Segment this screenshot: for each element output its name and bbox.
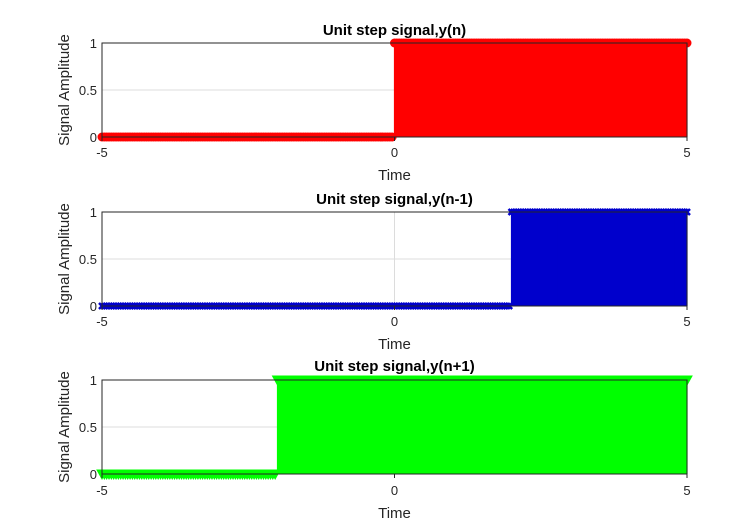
x-tick-label: 5 — [683, 314, 690, 329]
subplot-3: -5 0 5 0 0.5 1 Unit step signal,y(n+1) T… — [56, 358, 693, 521]
y-axis-label: Signal Amplitude — [56, 371, 73, 483]
x-tick-label: 5 — [683, 483, 690, 498]
y-tick-label: 0.5 — [79, 420, 97, 435]
x-tick-label: 5 — [683, 145, 690, 160]
y-tick-label: 1 — [90, 205, 97, 220]
y-axis-label: Signal Amplitude — [56, 203, 73, 315]
x-axis-label: Time — [378, 505, 411, 521]
y-tick-label: 1 — [90, 373, 97, 388]
subplot-2: -5 0 5 0 0.5 1 Unit step signal,y(n-1) T… — [56, 191, 691, 353]
y-tick-label: 0 — [90, 130, 97, 145]
x-axis-label: Time — [378, 167, 411, 184]
y-tick-label: 0 — [90, 467, 97, 482]
x-tick-label: -5 — [96, 145, 108, 160]
plot-title: Unit step signal,y(n+1) — [314, 358, 474, 375]
x-tick-label: 0 — [391, 483, 398, 498]
x-tick-label: -5 — [96, 483, 108, 498]
x-tick-label: 0 — [391, 314, 398, 329]
plot-title: Unit step signal,y(n-1) — [316, 191, 473, 208]
x-axis-label: Time — [378, 336, 411, 353]
y-tick-label: 0.5 — [79, 83, 97, 98]
y-tick-label: 1 — [90, 36, 97, 51]
y-tick-label: 0.5 — [79, 252, 97, 267]
x-tick-label: -5 — [96, 314, 108, 329]
x-tick-label: 0 — [391, 145, 398, 160]
y-tick-label: 0 — [90, 299, 97, 314]
y-axis-label: Signal Amplitude — [56, 34, 73, 146]
plot-title: Unit step signal,y(n) — [323, 22, 466, 39]
subplot-1: -5 0 5 0 0.5 1 Unit step signal,y(n) Tim… — [56, 22, 692, 184]
